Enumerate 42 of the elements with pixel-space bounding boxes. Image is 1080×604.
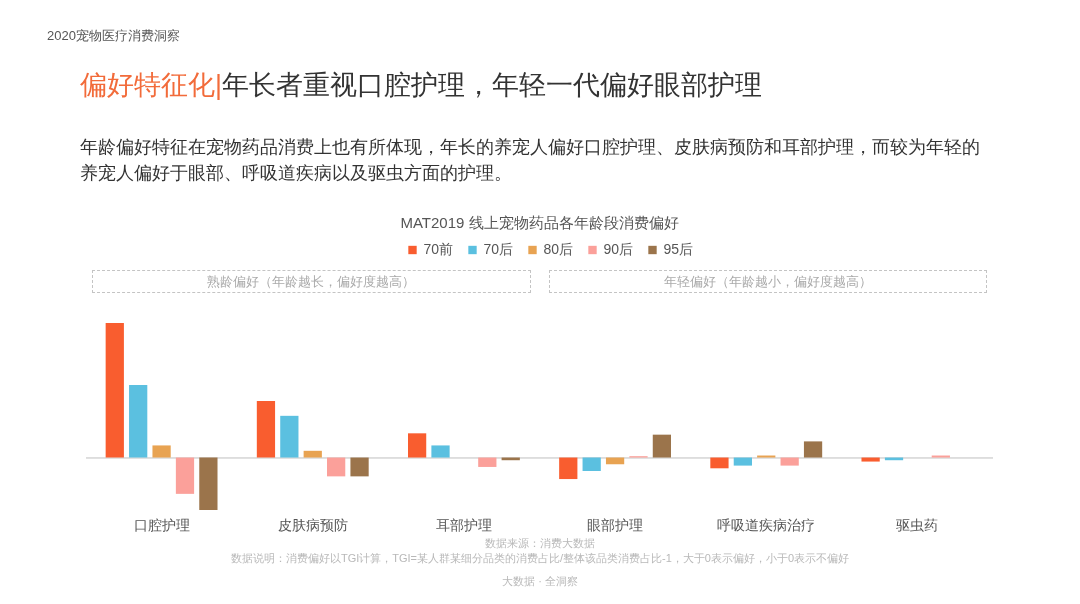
bar	[280, 415, 299, 458]
bar	[303, 450, 322, 458]
legend-label: 95后	[663, 241, 694, 257]
bar	[431, 445, 450, 458]
text: 2020宠物医疗消费洞察	[47, 27, 180, 45]
text: 大数据 · 全洞察	[501, 574, 579, 589]
bar	[327, 457, 346, 477]
text: 年长者重视口腔护理，年轻一代偏好眼部护理	[222, 70, 763, 100]
legend-label: 70前	[423, 241, 454, 257]
legend-label: 80后	[543, 241, 574, 257]
x-tick-label: 呼吸道疾病治疗	[717, 516, 816, 533]
bar	[407, 433, 427, 458]
bar	[175, 457, 195, 494]
bar	[652, 434, 672, 458]
bar	[350, 457, 369, 477]
source-note: 数据来源：消费大数据	[484, 536, 596, 551]
text: 偏好特征化|	[80, 70, 223, 100]
bar	[152, 445, 171, 458]
text: 年龄偏好特征在宠物药品消费上也有所体现，年长的养宠人偏好口腔护理、皮肤病预防和耳部护理，而较为年轻的养宠人偏好于眼部、呼吸道疾病以及驱虫方面的护理。	[80, 136, 981, 185]
text: 数据说明：消费偏好以TGI计算，TGI=某人群某细分品类的消费占比/整体该品类消费占比-1，大于0表示偏好，小于0表示不偏好	[229, 551, 851, 566]
x-tick-label: 耳部护理	[435, 516, 492, 533]
bar	[582, 457, 601, 471]
x-tick-label: 口腔护理	[133, 516, 190, 533]
bar	[105, 323, 124, 458]
chart-title: MAT2019 线上宠物药品各年龄段消费偏好	[400, 214, 679, 231]
bar	[129, 384, 148, 458]
bar	[733, 457, 752, 466]
x-tick-label: 眼部护理	[587, 516, 644, 533]
bar	[710, 457, 729, 469]
bar	[757, 455, 776, 458]
x-tick-label: 驱虫药	[896, 516, 939, 533]
bar	[256, 401, 276, 458]
bar	[803, 441, 823, 458]
bar	[559, 457, 578, 480]
bar	[478, 457, 497, 467]
bar	[780, 457, 799, 466]
bar	[199, 457, 218, 510]
bar	[931, 455, 950, 458]
legend-label: 90后	[603, 241, 634, 257]
x-tick-label: 皮肤病预防	[277, 516, 348, 533]
legend-label: 70后	[483, 241, 514, 257]
bar	[861, 457, 880, 462]
